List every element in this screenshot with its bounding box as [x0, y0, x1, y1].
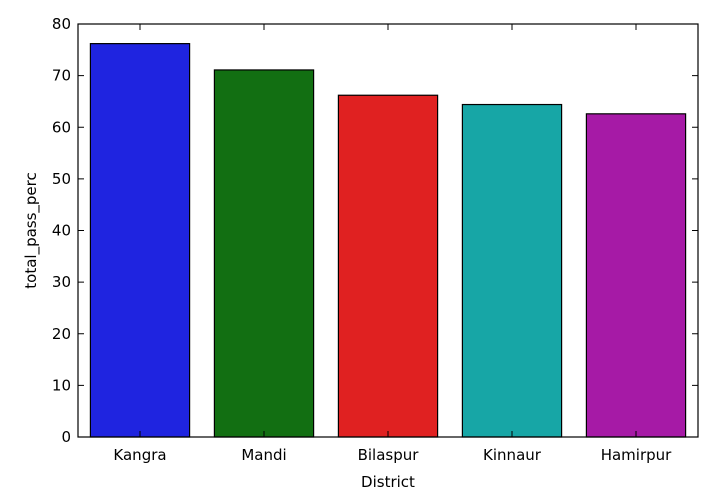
ticks-group — [78, 23, 698, 438]
x-tick-label: Hamirpur — [601, 446, 672, 464]
y-tick-label: 70 — [52, 67, 71, 85]
bar-hamirpur — [585, 113, 687, 438]
x-tick-label: Kangra — [113, 446, 166, 464]
bar-kinnaur — [461, 103, 563, 438]
y-tick-label: 20 — [52, 325, 71, 343]
y-tick-label: 10 — [52, 376, 71, 394]
tick-labels-group: Kangra Mandi Bilaspur Kinnaur Hamirpur 0 10 20 3… — [52, 15, 672, 464]
x-tick-label: Bilaspur — [358, 446, 420, 464]
bars-group — [89, 43, 687, 438]
y-tick-label: 80 — [52, 15, 71, 33]
x-axis-title: District — [361, 473, 415, 491]
y-tick-label: 40 — [52, 222, 71, 240]
bar-kangra — [89, 43, 191, 438]
y-tick-label: 50 — [52, 170, 71, 188]
bar-bilaspur — [337, 94, 439, 438]
y-tick-label: 30 — [52, 273, 71, 291]
x-tick-label: Kinnaur — [483, 446, 542, 464]
x-tick-label: Mandi — [241, 446, 286, 464]
y-tick-label: 60 — [52, 118, 71, 136]
bar-mandi — [213, 69, 315, 438]
y-tick-label: 0 — [61, 428, 71, 446]
y-axis-title: total_pass_perc — [22, 172, 41, 288]
